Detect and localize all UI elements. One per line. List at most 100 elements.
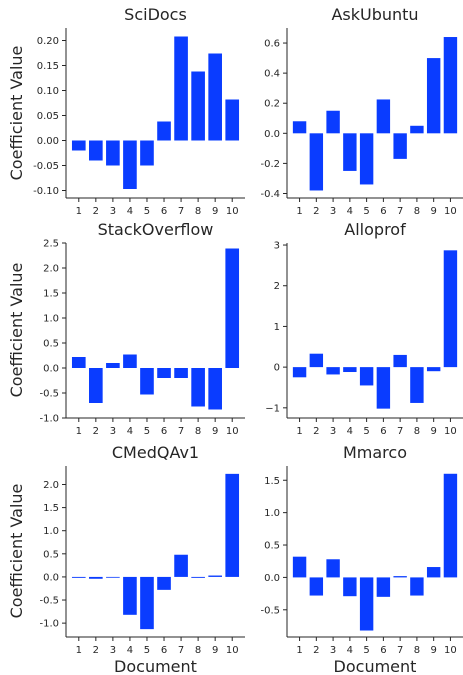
x-tick-label-2-1: 2 xyxy=(313,206,319,217)
x-tick-label-5-8: 9 xyxy=(212,645,218,656)
bar-p1-doc-2 xyxy=(89,140,103,161)
x-tick-label-3-8: 9 xyxy=(212,426,218,437)
x-tick-label-6-1: 2 xyxy=(313,645,319,656)
x-axis-label-5: Document xyxy=(114,657,197,675)
x-tick-label-2-2: 3 xyxy=(330,206,336,217)
x-tick-label-1-0: 1 xyxy=(76,206,82,217)
x-tick-label-1-7: 8 xyxy=(195,206,201,217)
y-tick-label-1-1: -0.05 xyxy=(33,161,59,172)
x-tick-label-3-1: 2 xyxy=(93,426,99,437)
y-tick-label-4-2: 1 xyxy=(274,322,280,333)
y-tick-label-6-0: -0.5 xyxy=(260,605,280,616)
x-tick-label-2-9: 10 xyxy=(444,206,457,217)
x-tick-label-5-2: 3 xyxy=(110,645,116,656)
y-tick-label-4-1: 0 xyxy=(274,363,280,374)
x-tick-label-4-2: 3 xyxy=(330,426,336,437)
y-tick-label-2-1: -0.2 xyxy=(260,159,280,170)
y-tick-label-1-6: 0.20 xyxy=(37,36,59,47)
panel-title-6: Mmarco xyxy=(343,443,407,462)
y-tick-label-2-2: 0.0 xyxy=(264,129,280,140)
bar-p4-doc-5 xyxy=(359,367,374,386)
x-tick-label-1-4: 5 xyxy=(144,206,150,217)
y-tick-label-3-5: 1.5 xyxy=(43,289,59,300)
bar-p1-doc-6 xyxy=(157,121,171,141)
bar-p6-doc-10 xyxy=(443,473,458,578)
x-tick-label-3-3: 4 xyxy=(127,426,133,437)
y-tick-label-1-5: 0.15 xyxy=(37,61,59,72)
y-tick-label-6-1: 0.0 xyxy=(264,573,280,584)
x-tick-label-6-4: 5 xyxy=(363,645,369,656)
bar-p4-doc-4 xyxy=(343,367,357,373)
bar-p5-doc-10 xyxy=(225,473,240,577)
bar-p6-doc-6 xyxy=(376,577,391,597)
y-tick-label-6-3: 1.0 xyxy=(264,508,280,519)
y-tick-label-2-5: 0.6 xyxy=(264,39,280,50)
y-tick-label-2-4: 0.4 xyxy=(264,69,280,80)
x-tick-label-4-5: 6 xyxy=(380,426,386,437)
bar-p1-doc-9 xyxy=(208,53,222,141)
y-tick-label-3-2: 0.0 xyxy=(43,364,59,375)
bar-p4-doc-2 xyxy=(309,353,324,368)
bar-p6-doc-4 xyxy=(343,577,357,597)
panel-title-5: CMedQAv1 xyxy=(112,443,199,462)
x-tick-label-1-3: 4 xyxy=(127,206,133,217)
x-tick-label-6-5: 6 xyxy=(380,645,386,656)
bar-p2-doc-8 xyxy=(410,125,424,134)
y-tick-label-1-3: 0.05 xyxy=(37,111,59,122)
x-tick-label-4-8: 9 xyxy=(430,426,436,437)
y-tick-label-2-0: -0.4 xyxy=(260,189,280,200)
y-tick-label-6-4: 1.5 xyxy=(264,476,280,487)
y-tick-label-3-7: 2.5 xyxy=(43,239,59,250)
x-tick-label-3-5: 6 xyxy=(161,426,167,437)
x-tick-label-3-0: 1 xyxy=(76,426,82,437)
bar-p2-doc-10 xyxy=(443,37,458,134)
bar-p5-doc-6 xyxy=(157,576,171,590)
x-tick-label-2-8: 9 xyxy=(430,206,436,217)
x-tick-label-5-4: 5 xyxy=(144,645,150,656)
bar-p5-doc-9 xyxy=(208,575,222,577)
panel-title-1: SciDocs xyxy=(124,5,187,24)
x-tick-label-1-1: 2 xyxy=(93,206,99,217)
y-tick-label-5-2: 0.0 xyxy=(43,572,59,583)
panel-title-3: StackOverflow xyxy=(98,220,214,239)
y-tick-label-6-2: 0.5 xyxy=(264,541,280,552)
bar-p3-doc-7 xyxy=(174,368,188,378)
bar-p2-doc-2 xyxy=(309,133,324,191)
x-tick-label-6-7: 8 xyxy=(414,645,420,656)
bar-p1-doc-1 xyxy=(71,140,86,151)
bar-p3-doc-5 xyxy=(140,368,154,395)
x-tick-label-1-6: 7 xyxy=(178,206,184,217)
x-tick-label-1-8: 9 xyxy=(212,206,218,217)
y-axis-label-3: Coefficient Value xyxy=(7,263,26,398)
x-tick-label-6-9: 10 xyxy=(444,645,457,656)
x-tick-label-6-6: 7 xyxy=(397,645,403,656)
x-tick-label-5-1: 2 xyxy=(93,645,99,656)
bar-p4-doc-3 xyxy=(326,367,340,375)
bar-p4-doc-6 xyxy=(376,367,391,409)
x-tick-label-3-9: 10 xyxy=(226,426,239,437)
bar-p6-doc-1 xyxy=(292,556,307,578)
x-tick-label-1-2: 3 xyxy=(110,206,116,217)
bar-p1-doc-8 xyxy=(191,71,205,141)
x-tick-label-3-4: 5 xyxy=(144,426,150,437)
y-tick-label-1-2: 0.00 xyxy=(37,136,59,147)
bar-p2-doc-9 xyxy=(426,58,441,134)
y-tick-label-4-4: 3 xyxy=(274,241,280,252)
x-axis-label-6: Document xyxy=(334,657,417,675)
bar-p2-doc-5 xyxy=(359,133,374,185)
bar-p6-doc-5 xyxy=(359,577,374,631)
bar-p5-doc-3 xyxy=(106,576,120,578)
bar-p6-doc-9 xyxy=(426,567,441,578)
x-tick-label-3-6: 7 xyxy=(178,426,184,437)
bar-p2-doc-7 xyxy=(393,133,407,159)
x-tick-label-6-0: 1 xyxy=(296,645,302,656)
x-tick-label-4-7: 8 xyxy=(414,426,420,437)
y-tick-label-4-3: 2 xyxy=(274,281,280,292)
bar-p3-doc-3 xyxy=(106,363,120,368)
bar-p1-doc-4 xyxy=(123,140,137,189)
y-tick-label-5-3: 0.5 xyxy=(43,549,59,560)
x-tick-label-2-3: 4 xyxy=(347,206,353,217)
x-tick-label-5-9: 10 xyxy=(226,645,239,656)
x-tick-label-5-7: 8 xyxy=(195,645,201,656)
